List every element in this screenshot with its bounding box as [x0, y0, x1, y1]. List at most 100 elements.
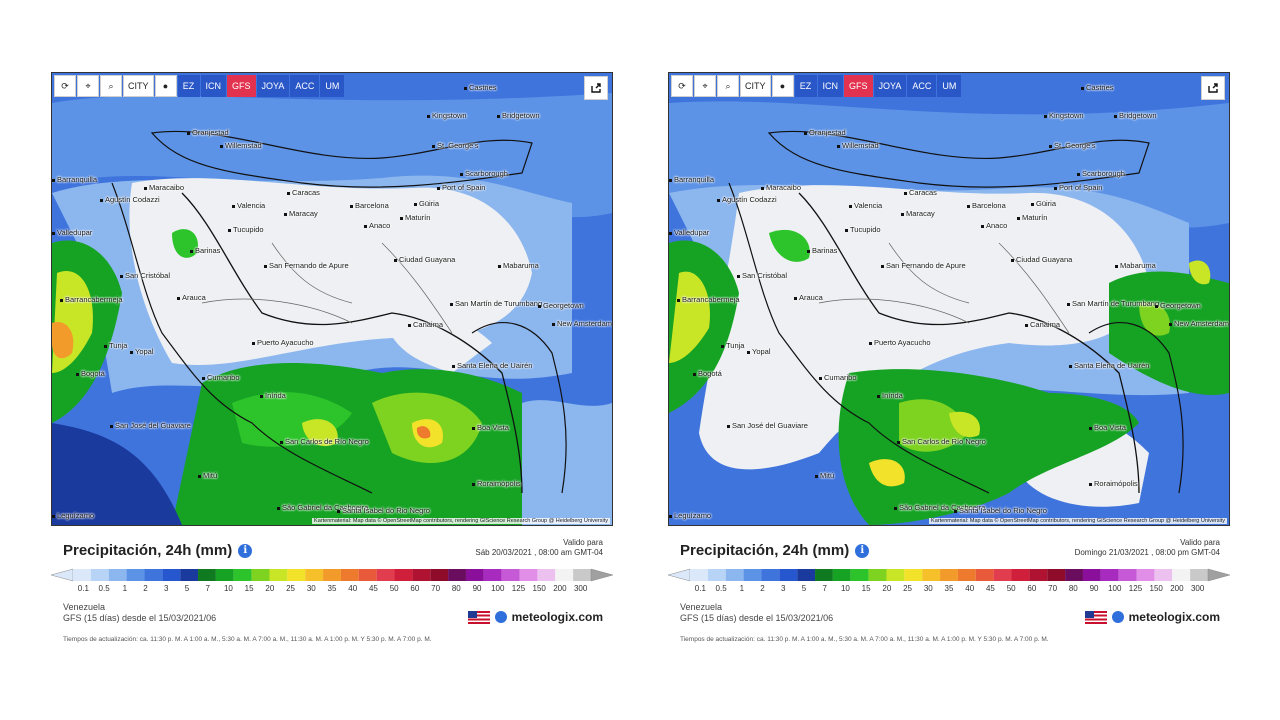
city-label: Inírida	[877, 391, 903, 400]
city-label: Valencia	[849, 201, 882, 210]
scale-tick-label: 30	[306, 584, 316, 593]
scale-swatch	[162, 569, 181, 581]
city-label: Santa Isabel do Rio Negro	[337, 506, 430, 515]
scale-tick-label: 3	[781, 584, 786, 593]
scale-swatch	[1118, 569, 1137, 581]
scale-tick-label: 0.5	[98, 584, 110, 593]
model-button-joya[interactable]: JOYA	[873, 75, 907, 97]
scale-swatch	[1011, 569, 1030, 581]
us-flag-icon[interactable]	[1084, 610, 1107, 624]
scale-swatch	[993, 569, 1012, 581]
model-button-um[interactable]: UM	[937, 75, 962, 97]
dot-icon[interactable]: ●	[154, 75, 177, 97]
region-info: Venezuela GFS (15 días) desde el 15/03/2…	[680, 602, 833, 624]
location-icon[interactable]: ⌖	[694, 75, 716, 97]
scale-tick-label: 300	[1190, 584, 1205, 593]
zoom-icon[interactable]: ⌕	[717, 75, 739, 97]
info-icon[interactable]: i	[238, 544, 253, 558]
zoom-icon[interactable]: ⌕	[100, 75, 122, 97]
scale-tick-label: 150	[532, 584, 546, 593]
scale-tick-label: 150	[1149, 584, 1163, 593]
city-label: Caracas	[904, 188, 937, 197]
scale-tick-label: 40	[965, 584, 975, 593]
forecast-panel-right: ⟳ ⌖ ⌕ CITY ● EZ ICN GFS JOYA ACC UM Cast…	[668, 72, 1230, 652]
scale-tick-label: 2	[143, 584, 148, 593]
model-button-acc[interactable]: ACC	[907, 75, 937, 97]
city-label: São Gabriel da Cachoeira	[277, 503, 368, 512]
scale-tick-label: 1	[739, 584, 745, 593]
scale-swatch	[501, 569, 520, 581]
map-toolbar: ⟳ ⌖ ⌕ CITY ● EZ ICN GFS JOYA ACC UM	[54, 75, 345, 97]
model-button-gfs[interactable]: GFS	[227, 75, 256, 97]
city-label: San Carlos de Río Negro	[897, 437, 986, 446]
scale-swatch	[340, 569, 359, 581]
city-label: San Fernando de Apure	[264, 261, 349, 270]
city-label: Oranjestad	[187, 128, 229, 137]
valid-date: Domingo 21/03/2021 , 08:00 pm GMT-04	[1074, 548, 1220, 557]
scale-swatch	[779, 569, 798, 581]
scale-swatch	[376, 569, 395, 581]
model-button-gfs[interactable]: GFS	[844, 75, 873, 97]
scale-swatch	[358, 569, 377, 581]
city-label: Mitú	[198, 471, 217, 480]
scale-swatch	[1190, 569, 1208, 581]
share-icon[interactable]	[1201, 76, 1225, 100]
model-button-ez[interactable]: EZ	[177, 75, 200, 97]
city-label: Barinas	[190, 246, 220, 255]
city-label: Kingstown	[1044, 111, 1084, 120]
scale-tick-label: 80	[1068, 584, 1078, 593]
scale-tick-label: 125	[511, 584, 526, 593]
scale-tick-label: 7	[822, 584, 827, 593]
city-label: Puerto Ayacucho	[252, 338, 314, 347]
city-label: Mabaruma	[1115, 261, 1156, 270]
scale-swatch	[797, 569, 816, 581]
model-button-joya[interactable]: JOYA	[256, 75, 290, 97]
scale-swatch	[412, 569, 431, 581]
city-label: Santa Isabel do Rio Negro	[954, 506, 1047, 515]
city-label: Valledupar	[669, 228, 709, 237]
us-flag-icon[interactable]	[467, 610, 490, 624]
model-button-ez[interactable]: EZ	[794, 75, 817, 97]
scale-tick-label: 50	[389, 584, 399, 593]
scale-swatch	[483, 569, 502, 581]
city-label: Boa Vista	[472, 423, 509, 432]
dot-icon[interactable]: ●	[771, 75, 794, 97]
model-button-icn[interactable]: ICN	[200, 75, 227, 97]
share-icon[interactable]	[584, 76, 608, 100]
scale-arrow-left	[51, 568, 74, 582]
city-icon[interactable]: CITY	[740, 75, 771, 97]
city-label: Castries	[1081, 83, 1114, 92]
city-icon[interactable]: CITY	[123, 75, 154, 97]
scale-swatch	[430, 569, 449, 581]
valid-date: Sáb 20/03/2021 , 08:00 am GMT-04	[475, 548, 603, 557]
chart-title-text: Precipitación, 24h (mm)	[63, 542, 233, 559]
model-button-icn[interactable]: ICN	[817, 75, 844, 97]
city-label: Anaco	[981, 221, 1007, 230]
precipitation-map[interactable]: ⟳ ⌖ ⌕ CITY ● EZ ICN GFS JOYA ACC UM Cast…	[51, 72, 613, 526]
city-label: Barrancabermeja	[60, 295, 123, 304]
city-label: Arauca	[177, 293, 206, 302]
scale-tick-label: 1	[122, 584, 128, 593]
precipitation-map[interactable]: ⟳ ⌖ ⌕ CITY ● EZ ICN GFS JOYA ACC UM Cast…	[668, 72, 1230, 526]
scale-tick-label: 70	[1048, 584, 1058, 593]
refresh-icon[interactable]: ⟳	[671, 75, 693, 97]
city-label: Tunja	[104, 341, 127, 350]
city-label: Bridgetown	[497, 111, 540, 120]
scale-swatch	[940, 569, 958, 581]
city-label: Leguízamo	[52, 511, 94, 520]
scale-tick-label: 3	[164, 584, 169, 593]
city-label: New Amsterdam	[552, 319, 612, 328]
location-icon[interactable]: ⌖	[77, 75, 99, 97]
scale-swatch	[690, 569, 708, 581]
brand: meteologix.com	[1084, 610, 1220, 624]
model-button-acc[interactable]: ACC	[290, 75, 320, 97]
scale-tick-label: 15	[861, 584, 871, 593]
city-label: Leguízamo	[669, 511, 711, 520]
model-button-um[interactable]: UM	[320, 75, 345, 97]
city-label: Boa Vista	[1089, 423, 1126, 432]
info-icon[interactable]: i	[855, 544, 870, 558]
refresh-icon[interactable]: ⟳	[54, 75, 76, 97]
scale-tick-label: 60	[410, 584, 420, 593]
city-label: Valencia	[232, 201, 265, 210]
color-scale	[51, 568, 613, 582]
